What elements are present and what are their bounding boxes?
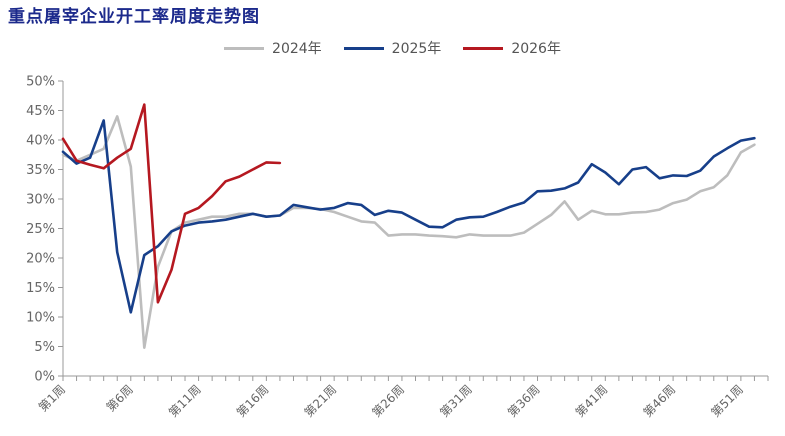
x-tick-label: 第11周 <box>166 382 204 420</box>
legend-swatch-2025 <box>343 46 384 50</box>
legend-label-2025: 2025年 <box>391 41 442 57</box>
series-line-0 <box>61 115 756 350</box>
y-tick-label: 20% <box>26 252 55 267</box>
x-tick-label: 第16周 <box>234 382 272 420</box>
x-tick-label: 第31周 <box>437 382 475 420</box>
y-tick-label: 35% <box>26 163 55 178</box>
x-tick-label: 第26周 <box>369 382 407 420</box>
x-tick-label: 第46周 <box>641 382 679 420</box>
x-tick-label: 第36周 <box>505 382 543 420</box>
y-tick-label: 25% <box>26 222 55 237</box>
legend-item-2025: 2025年 <box>343 38 442 58</box>
y-tick-label: 0% <box>34 370 55 385</box>
x-tick-label: 第51周 <box>708 382 746 420</box>
y-tick-label: 30% <box>26 193 55 208</box>
legend-item-2026: 2026年 <box>463 38 561 58</box>
series-line-1 <box>61 119 756 314</box>
legend-swatch-2024 <box>224 46 265 50</box>
x-tick-label: 第41周 <box>573 382 611 420</box>
y-tick-label: 40% <box>26 134 55 149</box>
legend-swatch-2026 <box>463 46 504 50</box>
x-tick-label: 第1周 <box>36 382 68 414</box>
x-tick-label: 第6周 <box>104 382 136 414</box>
y-tick-label: 45% <box>26 104 55 119</box>
x-tick-label: 第21周 <box>302 382 340 420</box>
chart-title: 重点屠宰企业开工率周度走势图 <box>8 7 260 27</box>
legend-label-2024: 2024年 <box>272 41 322 57</box>
legend-label-2026: 2026年 <box>511 41 561 57</box>
series-line-2 <box>61 103 282 304</box>
series-lines <box>61 103 756 350</box>
y-tick-label: 10% <box>26 311 55 326</box>
legend: 2024年 2025年 2026年 <box>0 38 785 58</box>
legend-item-2024: 2024年 <box>224 38 322 58</box>
y-tick-label: 5% <box>34 340 55 355</box>
y-tick-label: 50% <box>26 75 55 90</box>
y-tick-label: 15% <box>26 281 55 296</box>
